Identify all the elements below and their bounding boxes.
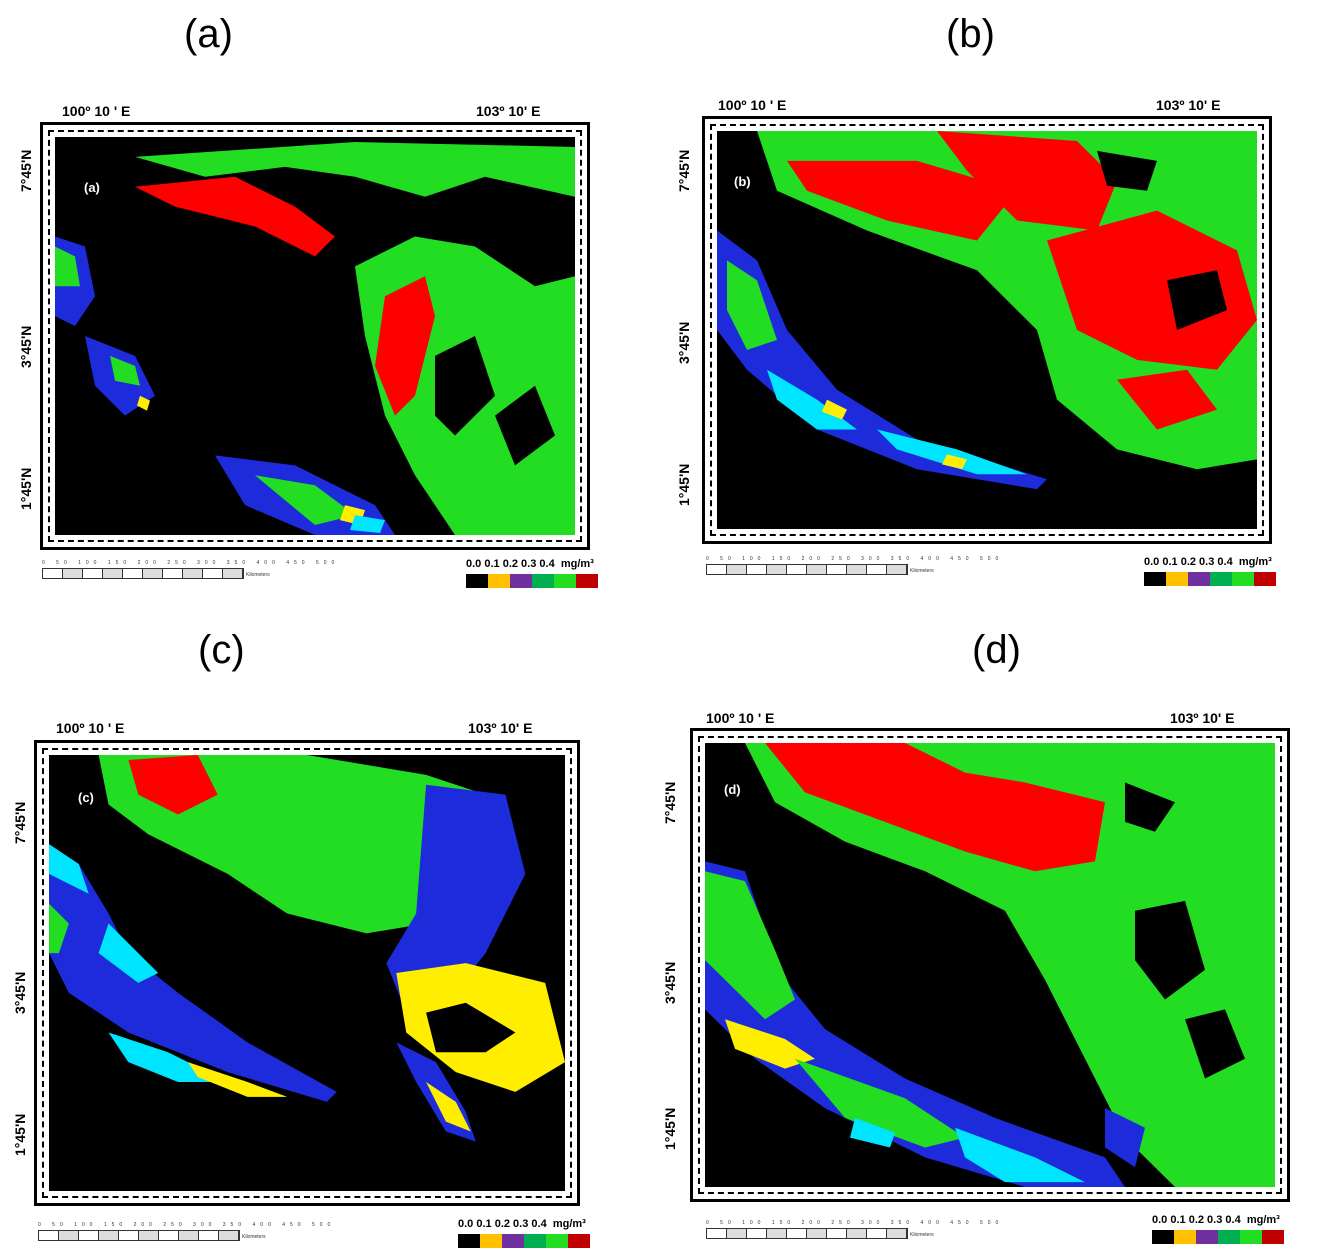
panel-d-legend-swatches [1152,1230,1284,1244]
panel-d-scalebar-unit: Kilometers [910,1232,934,1238]
legend-swatch-dark-green [524,1234,546,1248]
panel-d-map-svg [705,743,1275,1187]
legend-swatch-purple [1188,572,1210,586]
panel-d-lat-bottom: 1°45'N [662,1107,678,1150]
legend-swatch-dark-green [1218,1230,1240,1244]
panel-a-lon-left: 100º 10 ' E [62,103,131,119]
panel-b-chlorophyll-map [717,131,1257,529]
panel-c-scalebar-bar [38,1230,240,1241]
panel-b-legend-unit: mg/m³ [1238,556,1272,568]
panel-c-scalebar-unit: Kilometers [242,1234,266,1240]
panel-c-legend-unit: mg/m³ [552,1218,586,1230]
legend-swatch-black [1152,1230,1174,1244]
panel-c-lon-right: 103º 10' E [468,720,533,736]
legend-swatch-green [1232,572,1254,586]
panel-b-lat-bottom: 1°45'N [676,463,692,506]
panel-b-lat-top: 7°45'N [676,149,692,192]
panel-c-title: (c) [198,628,245,672]
panel-d-lat-mid: 3°45'N [662,961,678,1004]
panel-a-scalebar-unit: Kilometers [246,572,270,578]
panel-d-scalebar: 0 50 100 150 200 250 300 350 400 450 500… [706,1220,1003,1239]
panel-c-lat-top: 7°45'N [12,801,28,844]
legend-swatch-orange [1166,572,1188,586]
panel-d-title: (d) [972,628,1021,672]
legend-swatch-purple [1196,1230,1218,1244]
panel-b-inner-label: (b) [734,174,751,189]
panel-c-legend: 0.0 0.1 0.2 0.3 0.4 mg/m³ [458,1218,590,1248]
legend-swatch-green [554,574,576,588]
panel-a-legend-swatches [466,574,598,588]
legend-swatch-green [1240,1230,1262,1244]
panel-a-inner-label: (a) [84,180,100,195]
legend-swatch-orange [488,574,510,588]
panel-a-map-svg [55,137,575,535]
legend-swatch-black [466,574,488,588]
panel-d-legend: 0.0 0.1 0.2 0.3 0.4 mg/m³ [1152,1214,1284,1244]
legend-swatch-black [1144,572,1166,586]
legend-swatch-red [568,1234,590,1248]
panel-b-lon-left: 100º 10 ' E [718,97,787,113]
panel-a-title: (a) [184,12,233,56]
panel-b-lon-right: 103º 10' E [1156,97,1221,113]
panel-b-scalebar-unit: Kilometers [910,568,934,574]
panel-c-chlorophyll-map [49,755,565,1191]
legend-swatch-dark-green [1210,572,1232,586]
panel-a-legend-unit: mg/m³ [560,558,594,570]
panel-c-map-svg [49,755,565,1191]
panel-b-scalebar-ticks: 0 50 100 150 200 250 300 350 400 450 500 [706,556,1004,562]
legend-swatch-purple [502,1234,524,1248]
panel-b-legend-labels: 0.0 0.1 0.2 0.3 0.4 [1144,556,1233,568]
panel-b-map-frame [702,116,1272,544]
legend-swatch-purple [510,574,532,588]
panel-c-lon-left: 100º 10 ' E [56,720,125,736]
legend-swatch-black [458,1234,480,1248]
panel-a-scalebar: 0 50 100 150 200 250 300 350 400 450 500… [42,560,339,579]
panel-d-lat-top: 7°45'N [662,781,678,824]
panel-c-inner-label: (c) [78,790,94,805]
panel-b-scalebar-bar [706,564,908,575]
panel-d-chlorophyll-map [705,743,1275,1187]
legend-swatch-orange [1174,1230,1196,1244]
legend-swatch-red [1262,1230,1284,1244]
panel-a-map-frame [40,122,590,550]
panel-a-legend: 0.0 0.1 0.2 0.3 0.4 mg/m³ [466,558,598,588]
panel-d-scalebar-ticks: 0 50 100 150 200 250 300 350 400 450 500 [706,1220,1004,1226]
panel-c-map-frame [34,740,580,1206]
panel-d-lon-right: 103º 10' E [1170,710,1235,726]
panel-c-scalebar: 0 50 100 150 200 250 300 350 400 450 500… [38,1222,335,1241]
panel-a-scalebar-bar [42,568,244,579]
panel-d-legend-labels: 0.0 0.1 0.2 0.3 0.4 [1152,1214,1241,1226]
panel-b-scalebar: 0 50 100 150 200 250 300 350 400 450 500… [706,556,1003,575]
legend-swatch-green [546,1234,568,1248]
panel-d-legend-unit: mg/m³ [1246,1214,1280,1226]
panel-a-chlorophyll-map [55,137,575,535]
panel-c-legend-swatches [458,1234,590,1248]
panel-c-legend-labels: 0.0 0.1 0.2 0.3 0.4 [458,1218,547,1230]
legend-swatch-dark-green [532,574,554,588]
panel-a-lat-bottom: 1°45'N [18,467,34,510]
panel-b-map-svg [717,131,1257,529]
panel-a-lon-right: 103º 10' E [476,103,541,119]
panel-b-legend-swatches [1144,572,1276,586]
panel-d-inner-label: (d) [724,782,741,797]
legend-swatch-red [576,574,598,588]
panel-c-lat-mid: 3°45'N [12,971,28,1014]
panel-a-lat-mid: 3°45'N [18,325,34,368]
panel-a-scalebar-ticks: 0 50 100 150 200 250 300 350 400 450 500 [42,560,340,566]
panel-c-scalebar-ticks: 0 50 100 150 200 250 300 350 400 450 500 [38,1222,336,1228]
panel-d-scalebar-bar [706,1228,908,1239]
panel-d-lon-left: 100º 10 ' E [706,710,775,726]
panel-b-lat-mid: 3°45'N [676,321,692,364]
legend-swatch-red [1254,572,1276,586]
panel-a-lat-top: 7°45'N [18,149,34,192]
panel-a-legend-labels: 0.0 0.1 0.2 0.3 0.4 [466,558,555,570]
panel-b-title: (b) [946,12,995,56]
legend-swatch-orange [480,1234,502,1248]
panel-c-lat-bottom: 1°45'N [12,1113,28,1156]
panel-b-legend: 0.0 0.1 0.2 0.3 0.4 mg/m³ [1144,556,1276,586]
panel-d-map-frame [690,728,1290,1202]
